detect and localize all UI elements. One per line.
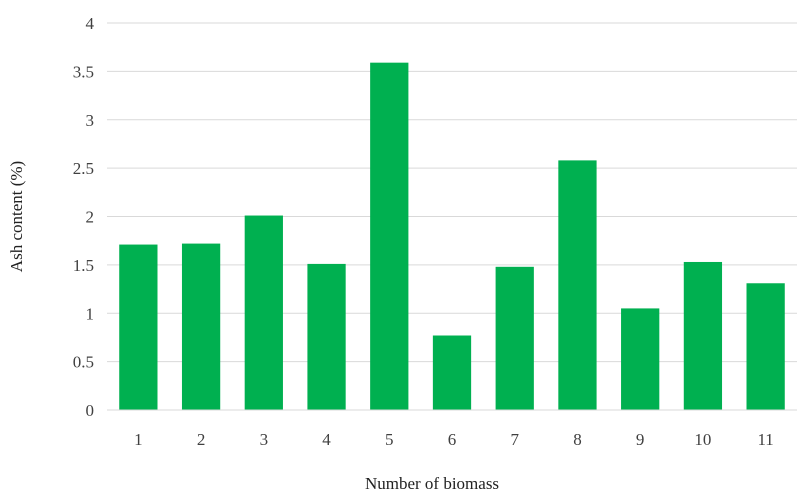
bar xyxy=(181,243,221,410)
gridlines xyxy=(107,22,797,363)
bar xyxy=(307,263,346,410)
x-tick-label: 7 xyxy=(510,430,519,449)
bar xyxy=(432,335,472,410)
bar xyxy=(683,261,723,410)
x-tick-label: 2 xyxy=(197,430,206,449)
bar xyxy=(621,308,660,410)
y-tick-label: 3 xyxy=(86,111,95,130)
bar xyxy=(495,266,534,410)
y-tick-label: 4 xyxy=(86,14,95,33)
bar xyxy=(558,160,597,410)
x-tick-label: 6 xyxy=(448,430,457,449)
bar xyxy=(119,244,158,410)
y-tick-label: 1.5 xyxy=(73,256,94,275)
y-tick-label: 0 xyxy=(86,401,95,420)
x-tick-label: 3 xyxy=(260,430,269,449)
y-axis-title: Ash content (%) xyxy=(7,161,26,272)
bars xyxy=(119,62,785,410)
x-tick-label: 1 xyxy=(134,430,143,449)
x-tick-label: 10 xyxy=(694,430,711,449)
bar xyxy=(370,62,409,410)
x-tick-label: 5 xyxy=(385,430,394,449)
bar xyxy=(244,215,283,410)
x-tick-label: 11 xyxy=(757,430,773,449)
x-tick-label: 8 xyxy=(573,430,582,449)
x-tick-label: 4 xyxy=(322,430,331,449)
y-tick-label: 2 xyxy=(86,208,95,227)
y-tick-label: 0.5 xyxy=(73,353,94,372)
y-tick-label: 3.5 xyxy=(73,62,94,81)
x-axis-title: Number of biomass xyxy=(365,474,499,493)
y-axis-tick-labels: 0 0.5 1 1.5 2 2.5 3 3.5 4 xyxy=(73,14,95,420)
bar xyxy=(746,283,785,410)
x-axis-tick-labels: 1 2 3 4 5 6 7 8 9 10 11 xyxy=(134,430,774,449)
x-tick-label: 9 xyxy=(636,430,645,449)
y-tick-label: 1 xyxy=(86,304,95,323)
y-tick-label: 2.5 xyxy=(73,159,94,178)
